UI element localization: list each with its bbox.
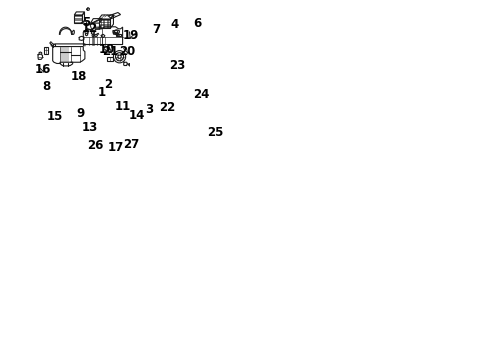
Text: 24: 24	[192, 88, 209, 102]
Text: 25: 25	[206, 126, 223, 139]
Text: 1: 1	[98, 86, 106, 99]
Text: 22: 22	[159, 100, 175, 114]
Text: 9: 9	[76, 107, 84, 120]
Text: 13: 13	[81, 121, 98, 134]
Text: 2: 2	[103, 78, 112, 91]
Text: 4: 4	[170, 18, 178, 31]
Text: 27: 27	[123, 139, 139, 152]
Text: 5: 5	[81, 16, 90, 29]
Text: 19: 19	[122, 29, 139, 42]
Text: 17: 17	[107, 141, 123, 154]
Text: 21: 21	[102, 45, 118, 58]
Bar	[107, 57, 112, 61]
Text: 11: 11	[114, 100, 130, 113]
Text: 20: 20	[119, 45, 135, 58]
Text: 8: 8	[42, 80, 51, 93]
Text: 12: 12	[81, 22, 98, 35]
Text: 16: 16	[35, 63, 51, 76]
Text: 15: 15	[47, 110, 63, 123]
Bar	[151, 41, 159, 52]
Bar	[43, 47, 48, 54]
Text: 14: 14	[129, 109, 145, 122]
Text: 3: 3	[145, 103, 153, 116]
Text: 7: 7	[152, 23, 161, 36]
Text: 10: 10	[99, 43, 115, 56]
Text: 6: 6	[192, 17, 201, 30]
Text: 18: 18	[71, 70, 87, 83]
Text: 26: 26	[87, 139, 103, 152]
Text: 23: 23	[168, 59, 185, 72]
